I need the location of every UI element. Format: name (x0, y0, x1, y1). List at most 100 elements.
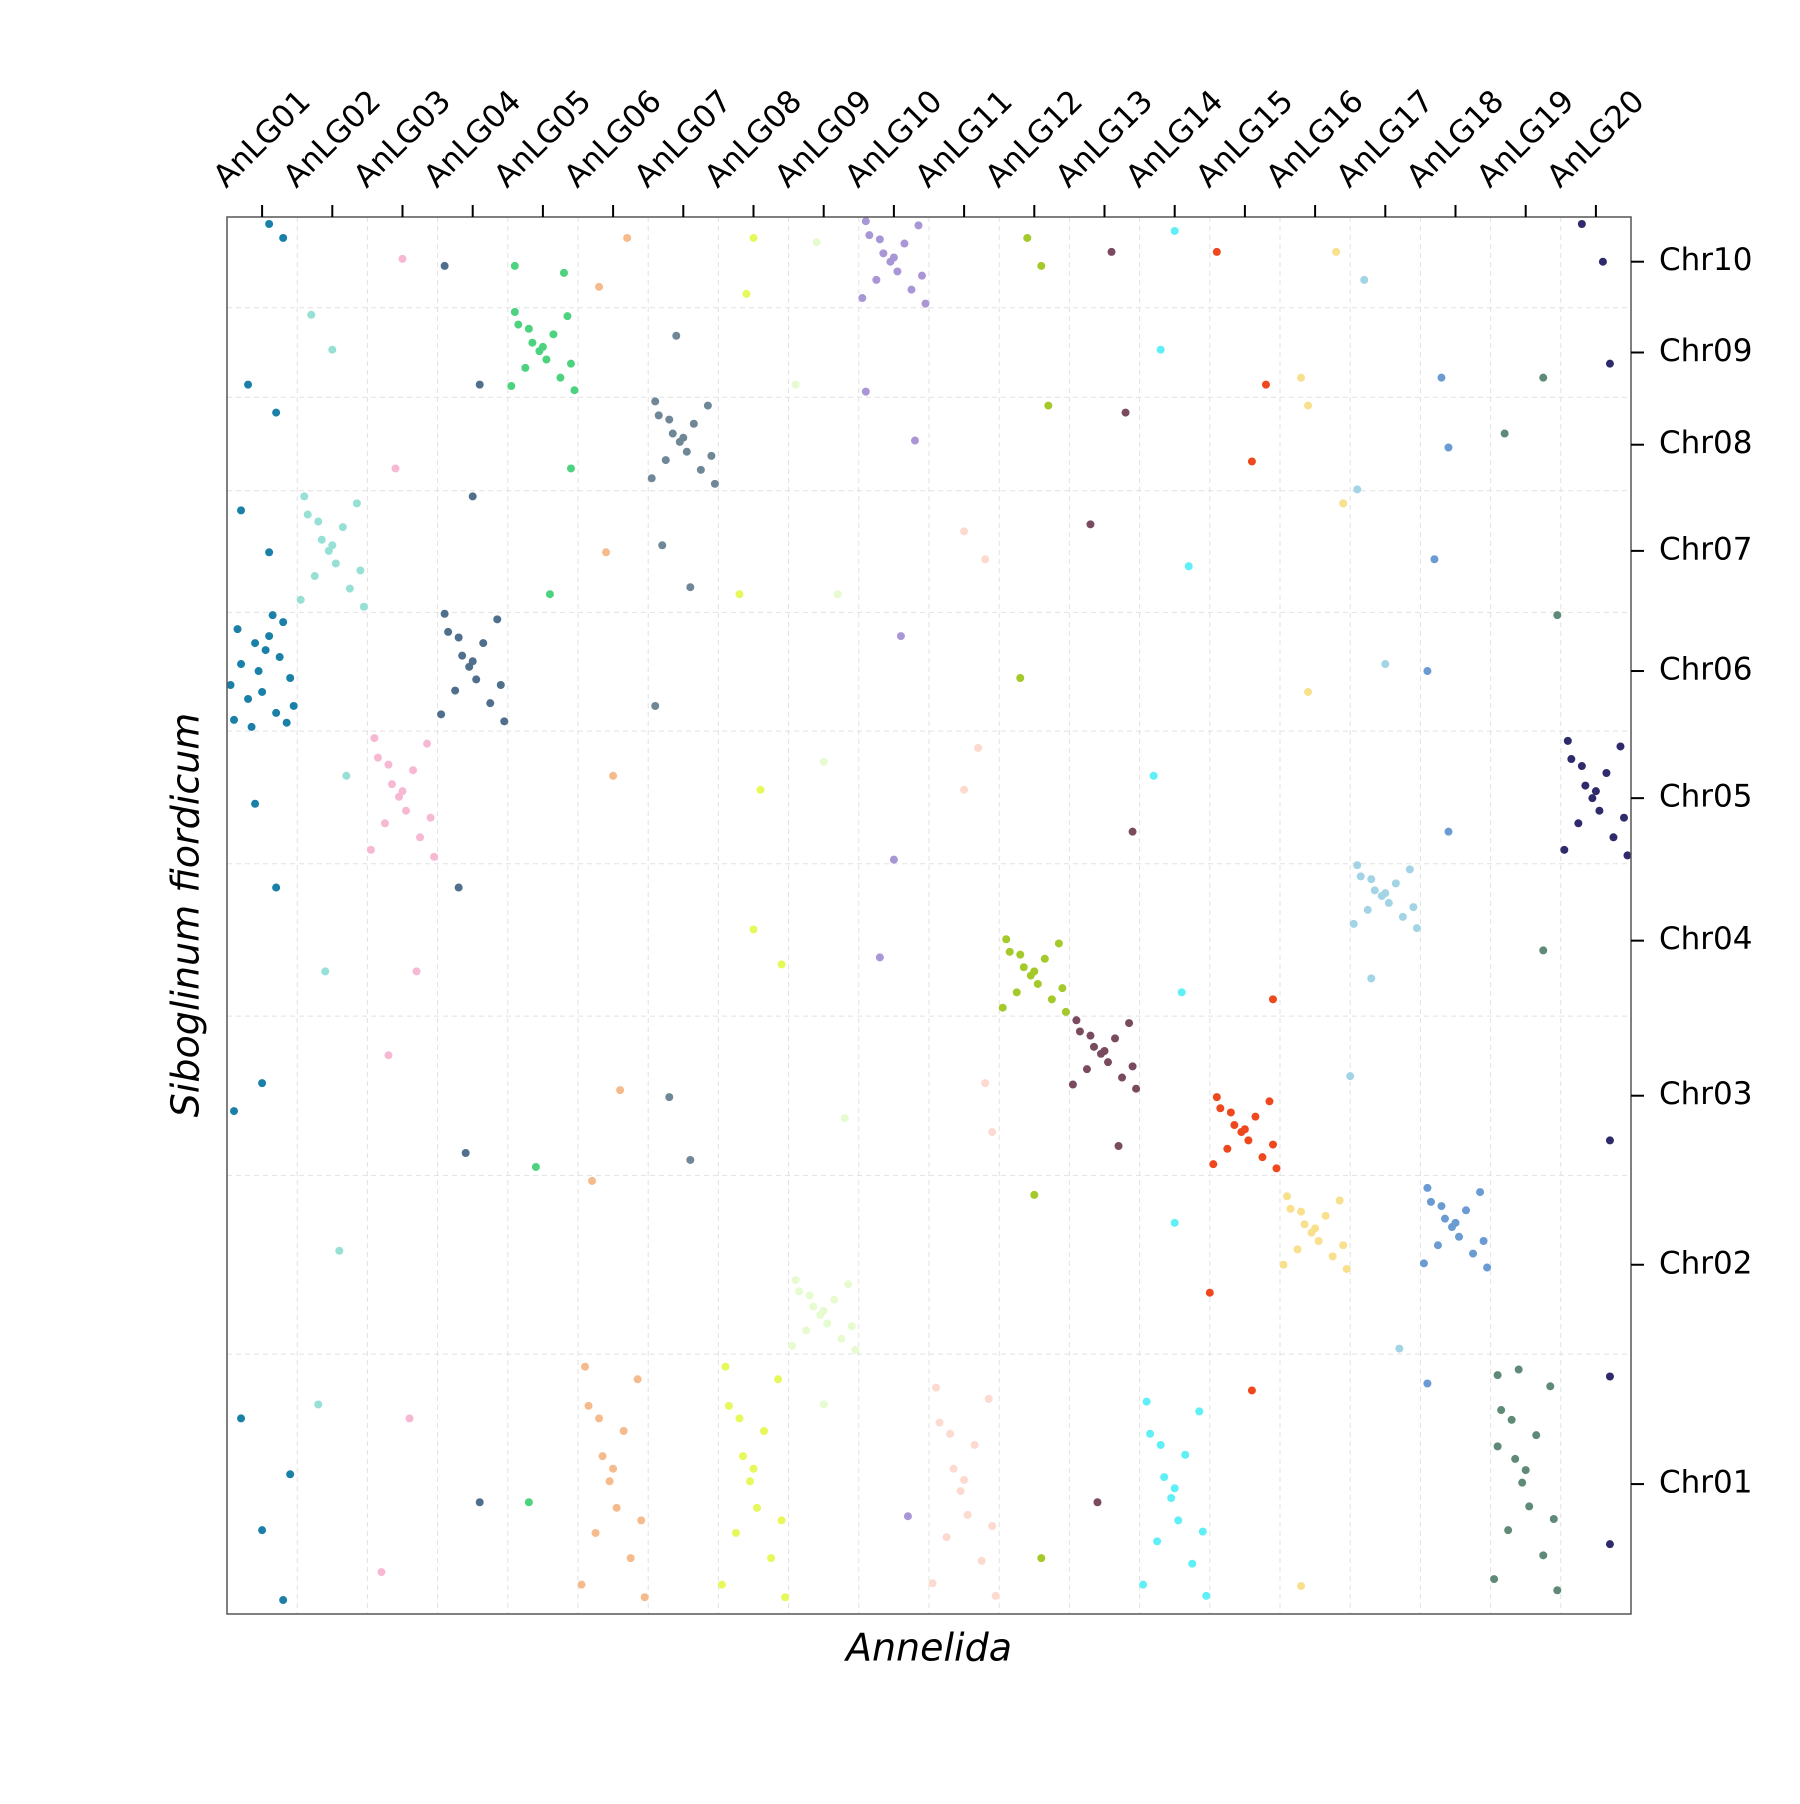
point (566, 359, 575, 368)
point (1230, 1121, 1239, 1130)
point (282, 718, 291, 727)
point (1426, 1197, 1435, 1206)
point (1247, 1386, 1256, 1395)
point (777, 960, 786, 969)
point (928, 1579, 937, 1588)
point (1121, 408, 1130, 417)
point (356, 566, 365, 575)
point (1128, 827, 1137, 836)
point (1177, 988, 1186, 997)
point (1205, 1288, 1214, 1297)
point (1223, 1144, 1232, 1153)
point (619, 1426, 628, 1435)
point (1311, 1224, 1320, 1233)
point (531, 1162, 540, 1171)
point (1297, 373, 1306, 382)
point (405, 1414, 414, 1423)
point (1521, 1466, 1530, 1475)
point (1167, 1494, 1176, 1503)
point (475, 380, 484, 389)
point (672, 331, 681, 340)
point (570, 386, 579, 395)
point (584, 1401, 593, 1410)
point (1409, 903, 1418, 912)
point (1437, 373, 1446, 382)
point (265, 632, 274, 641)
point (1412, 924, 1421, 933)
point (837, 1334, 846, 1343)
point (749, 1464, 758, 1473)
point (858, 294, 867, 303)
point (1082, 1065, 1091, 1074)
point (265, 219, 274, 228)
point (1293, 1245, 1302, 1254)
point (458, 651, 467, 660)
point (616, 1086, 625, 1095)
point (1433, 1241, 1442, 1250)
point (1423, 667, 1432, 676)
point (914, 221, 923, 230)
point (889, 855, 898, 864)
point (819, 757, 828, 766)
point (981, 1079, 990, 1088)
point (1156, 1440, 1165, 1449)
point (753, 1503, 762, 1512)
point (1058, 984, 1067, 993)
point (303, 510, 312, 519)
point (749, 233, 758, 242)
y-tick-label: Chr08 (1659, 425, 1752, 461)
point (1198, 1527, 1207, 1536)
point (1518, 1478, 1527, 1487)
point (921, 299, 930, 308)
point (398, 787, 407, 796)
point (514, 320, 523, 329)
point (595, 1414, 604, 1423)
point (1497, 1406, 1506, 1415)
point (1247, 457, 1256, 466)
point (1019, 963, 1028, 972)
point (861, 387, 870, 396)
point (984, 1394, 993, 1403)
point (1125, 1019, 1134, 1028)
point (665, 415, 674, 424)
point (1609, 833, 1618, 842)
point (1297, 1582, 1306, 1591)
point (524, 324, 533, 333)
point (889, 253, 898, 262)
point (254, 667, 263, 676)
point (991, 1591, 1000, 1600)
point (1268, 1140, 1277, 1149)
point (749, 925, 758, 934)
point (272, 883, 281, 892)
point (366, 845, 375, 854)
point (819, 1306, 828, 1315)
point (328, 345, 337, 354)
point (289, 701, 298, 710)
point (1539, 373, 1548, 382)
point (1244, 1136, 1253, 1145)
point (1430, 555, 1439, 564)
point (900, 239, 909, 248)
point (833, 590, 842, 599)
point (338, 523, 347, 532)
point (468, 492, 477, 501)
point (637, 1516, 646, 1525)
point (1068, 1080, 1077, 1089)
point (1061, 1007, 1070, 1016)
point (661, 456, 670, 465)
point (412, 967, 421, 976)
point (588, 1176, 597, 1185)
point (907, 285, 916, 294)
point (788, 1341, 797, 1350)
point (237, 660, 246, 669)
point (486, 699, 495, 708)
point (1423, 1379, 1432, 1388)
point (391, 464, 400, 473)
point (1605, 1540, 1614, 1549)
point (1346, 1072, 1355, 1081)
point (451, 686, 460, 695)
point (387, 780, 396, 789)
point (409, 766, 418, 775)
point (1209, 1160, 1218, 1169)
